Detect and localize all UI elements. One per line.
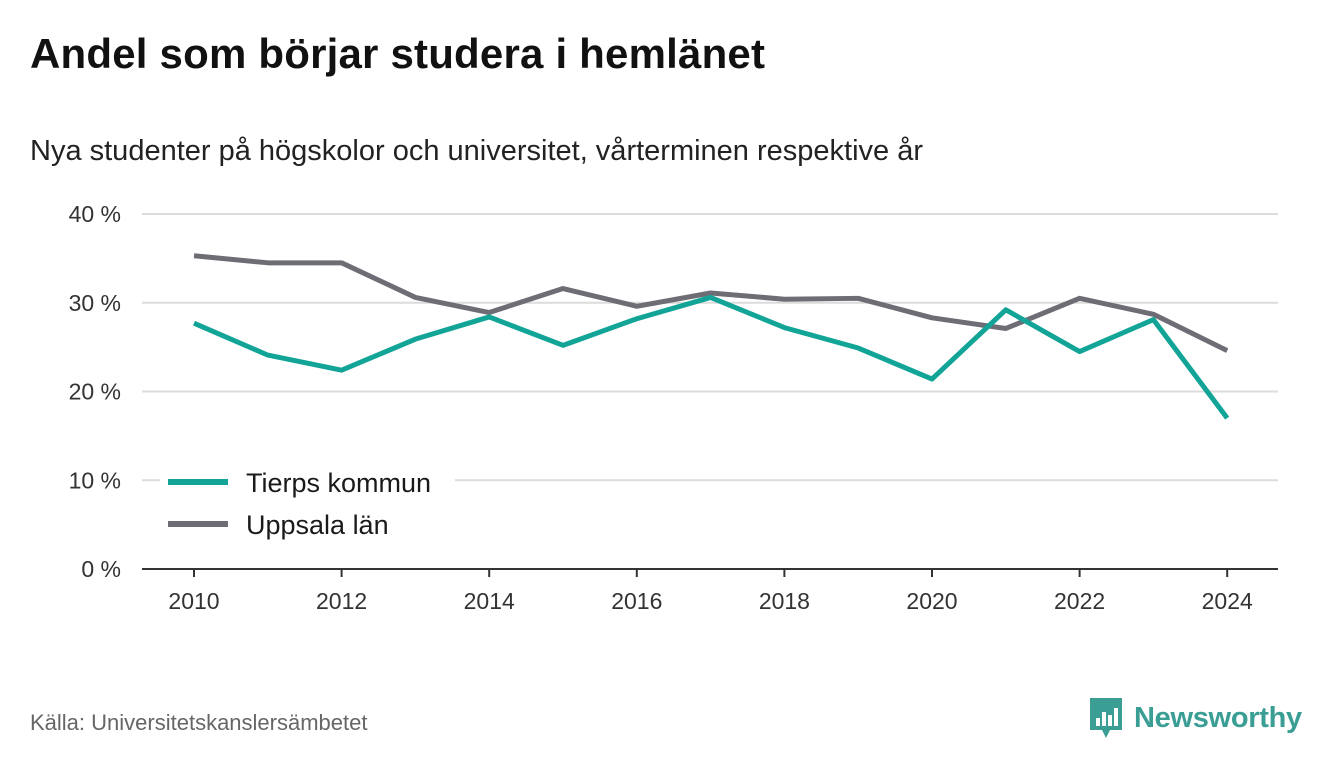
chart-title: Andel som börjar studera i hemlänet (30, 30, 766, 77)
legend: Tierps kommun Uppsala län (160, 458, 455, 546)
x-tick-label: 2010 (168, 588, 219, 614)
chart-subtitle: Nya studenter på högskolor och universit… (30, 135, 923, 167)
y-tick-label: 20 % (69, 379, 121, 405)
x-tick-label: 2020 (906, 588, 957, 614)
x-tick-label: 2024 (1202, 588, 1253, 614)
series-lines (193, 253, 1230, 420)
brand-logo[interactable]: Newsworthy (1088, 696, 1302, 740)
grid-lines (142, 213, 1278, 482)
y-axis-tick-labels: 0 % 10 % 20 % 30 % 40 % (69, 201, 121, 582)
x-tick-label: 2014 (464, 588, 515, 614)
x-tick-label: 2012 (316, 588, 367, 614)
series-line-uppsala-län (193, 253, 1229, 353)
legend-label: Tierps kommun (246, 468, 431, 498)
legend-label: Uppsala län (246, 510, 389, 540)
y-tick-label: 0 % (81, 556, 121, 582)
brand-name: Newsworthy (1134, 701, 1302, 734)
x-tick-label: 2022 (1054, 588, 1105, 614)
series-line-tierps-kommun (193, 294, 1230, 420)
y-tick-label: 40 % (69, 201, 121, 227)
y-tick-label: 30 % (69, 290, 121, 316)
x-tick-label: 2018 (759, 588, 810, 614)
x-axis: 2010 2012 2014 2016 2018 2020 2022 2024 (142, 568, 1278, 614)
x-tick-label: 2016 (611, 588, 662, 614)
legend-background (160, 458, 455, 546)
y-tick-label: 10 % (69, 467, 121, 493)
newsworthy-logo-icon (1090, 698, 1122, 738)
line-chart: 0 % 10 % 20 % 30 % 40 % 2010 2012 2014 2016 2018… (69, 201, 1278, 614)
source-note: Källa: Universitetskanslersämbetet (30, 710, 368, 735)
